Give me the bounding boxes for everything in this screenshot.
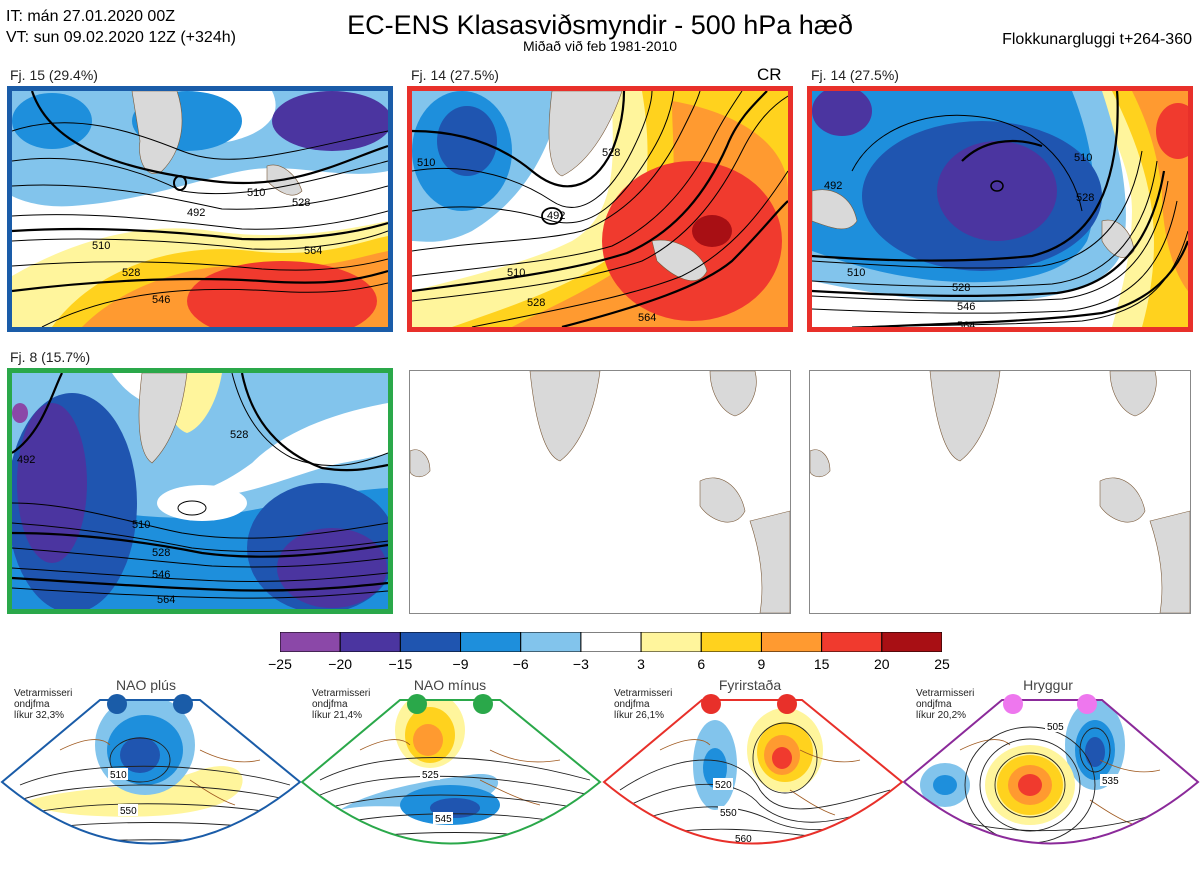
contour-label: 510: [847, 267, 865, 279]
colorbar-swatch: [460, 631, 522, 653]
colorbar-tick-label: −20: [328, 656, 353, 672]
regime-2-marker: [473, 694, 493, 714]
colorbar-tick-label: −15: [388, 656, 413, 672]
colorbar-tick-label: 3: [637, 656, 645, 672]
colorbar-swatch: [520, 631, 582, 653]
regime-4-note: Vetrarmisseri ondjfma líkur 20,2%: [916, 688, 975, 721]
panel-2-label: Fj. 14 (27.5%): [411, 67, 499, 83]
contour-label: 528: [952, 282, 970, 294]
regime-3-title: Fyrirstaða: [718, 677, 782, 693]
contour-label: 528: [292, 197, 310, 209]
contour-label: 564: [304, 245, 322, 257]
contour-label: 492: [17, 454, 35, 466]
regime-1-note: Vetrarmisseri ondjfma líkur 32,3%: [14, 688, 73, 721]
contour-label: 492: [824, 180, 842, 192]
init-time: IT: mán 27.01.2020 00Z: [6, 8, 175, 25]
contour-label: 528: [527, 297, 545, 309]
contour-label: 528: [1076, 192, 1094, 204]
regime-contour-label: 505: [1047, 722, 1064, 733]
contour-label: 528: [122, 267, 140, 279]
colorbar-swatch: [580, 631, 642, 653]
colorbar-tick-label: 20: [874, 656, 890, 672]
panel-1-label: Fj. 15 (29.4%): [10, 67, 98, 83]
contour-label: 510: [507, 267, 525, 279]
panel-2-tag: CR: [757, 65, 782, 84]
regime-contour-label: 510: [110, 770, 127, 781]
colorbar-swatch: [279, 631, 341, 653]
regime-contour-label: 550: [720, 808, 737, 819]
contour-label: 510: [247, 187, 265, 199]
colorbar-swatch: [760, 631, 823, 653]
colorbar-swatch: [881, 631, 943, 653]
contour-label: 510: [1074, 152, 1092, 164]
classification-window: Flokkunargluggi t+264-360: [1002, 31, 1192, 48]
regime-contour-label: 560: [735, 834, 752, 845]
cluster-map-1: 492 510 528 546 564 510 528: [7, 86, 393, 332]
regime-3-marker: [777, 694, 797, 714]
regime-maps: 510 550 525 545 565: [0, 690, 1200, 871]
colorbar-tick-label: −3: [572, 656, 589, 672]
regime-1-marker: [173, 694, 193, 714]
colorbar-tick-label: −25: [268, 656, 292, 672]
regime-4-title: Hryggur: [1023, 677, 1073, 693]
contour-label: 564: [157, 594, 175, 606]
regime-3-marker: [701, 694, 721, 714]
colorbar-swatch: [399, 631, 462, 653]
regime-4-marker: [1003, 694, 1023, 714]
colorbar: [279, 631, 943, 653]
regime-contour-label: 545: [435, 814, 452, 825]
cluster-map-4: 492 510 528 546 564 528: [7, 368, 393, 614]
colorbar-swatch: [339, 631, 401, 653]
cluster-map-3: 492 510 528 546 564 510 528: [807, 86, 1193, 332]
regime-contour-label: 535: [1102, 776, 1119, 787]
regime-contour-label: 520: [715, 780, 732, 791]
contour-label: 510: [92, 240, 110, 252]
header-info: IT: mán 27.01.2020 00Z VT: sun 09.02.202…: [6, 6, 236, 48]
regime-2-title: NAO mínus: [413, 677, 487, 693]
contour-label: 546: [152, 294, 170, 306]
colorbar-swatch: [821, 631, 883, 653]
colorbar-tick-label: −6: [512, 656, 529, 672]
contour-label: 546: [152, 569, 170, 581]
regime-1-title: NAO plús: [116, 677, 176, 693]
colorbar-tick-label: 15: [813, 656, 830, 672]
contour-label: 492: [547, 210, 565, 222]
panel-4-label: Fj. 8 (15.7%): [10, 349, 91, 365]
regime-2-marker: [407, 694, 427, 714]
contour-label: 528: [152, 547, 170, 559]
panel-3-label: Fj. 14 (27.5%): [811, 67, 899, 83]
valid-time: VT: sun 09.02.2020 12Z (+324h): [6, 29, 236, 46]
contour-label: 546: [957, 301, 975, 313]
contour-label: 510: [417, 157, 435, 169]
colorbar-tick-label: 9: [757, 656, 766, 672]
page-subtitle: Miðað við feb 1981-2010: [522, 38, 678, 54]
colorbar-swatches: [279, 631, 943, 653]
empty-map-5: [409, 370, 791, 614]
contour-label: 510: [132, 519, 150, 531]
colorbar-tick-label: 25: [934, 656, 950, 672]
regime-2-note: Vetrarmisseri ondjfma líkur 21,4%: [312, 688, 371, 721]
contour-label: 528: [230, 429, 248, 441]
contour-label: 528: [602, 147, 620, 159]
regime-4-marker: [1077, 694, 1097, 714]
colorbar-swatch: [640, 631, 702, 653]
regime-contour-label: 550: [120, 806, 137, 817]
contour-label: 564: [957, 320, 975, 327]
colorbar-swatch: [700, 631, 762, 653]
regime-1-marker: [107, 694, 127, 714]
empty-map-6: [809, 370, 1191, 614]
regime-3-note: Vetrarmisseri ondjfma líkur 26,1%: [614, 688, 673, 721]
colorbar-tick-label: −9: [452, 656, 469, 672]
contour-label: 564: [638, 312, 656, 324]
regime-contour-label: 565: [445, 850, 462, 861]
contour-label: 492: [187, 207, 205, 219]
page-title: EC-ENS Klasasviðsmyndir - 500 hPa hæð: [347, 10, 853, 40]
regime-contour-label: 525: [422, 770, 439, 781]
cluster-map-2: 492 510 528 546 564 510 528: [407, 86, 793, 332]
colorbar-tick-label: 6: [697, 656, 706, 672]
